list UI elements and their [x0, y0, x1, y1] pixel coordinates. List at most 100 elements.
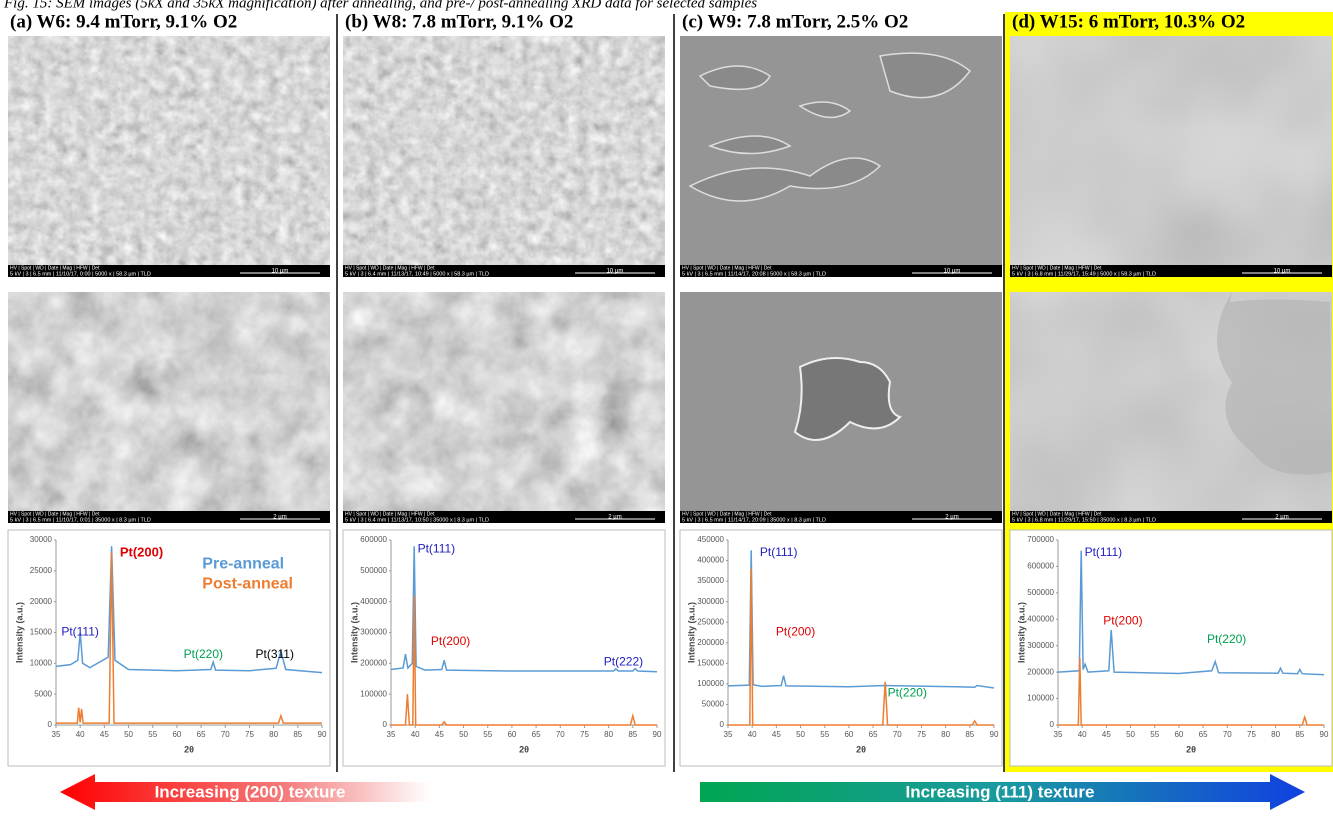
- scale-label: 10 µm: [944, 269, 961, 275]
- peak-label: Pt(311): [256, 647, 294, 661]
- x-tick-label: 75: [245, 730, 254, 739]
- x-tick-label: 50: [459, 730, 468, 739]
- y-tick-label: 25000: [30, 566, 53, 575]
- y-tick-label: 0: [383, 720, 388, 729]
- page: {"caption": "Fig. 15: SEM images (5kX an…: [0, 0, 1333, 811]
- x-axis-label: 2θ: [519, 744, 529, 754]
- y-tick-label: 50000: [702, 700, 725, 709]
- panel-header: (a) W6: 9.4 mTorr, 9.1% O2: [10, 11, 237, 32]
- x-tick-label: 35: [52, 730, 61, 739]
- sem-info-header: HV | Spot | WD | Date | Mag | HFW | Det: [345, 265, 435, 271]
- y-axis-label: Intensity (a.u.): [14, 602, 24, 663]
- x-tick-label: 90: [990, 730, 999, 739]
- x-tick-label: 40: [76, 730, 85, 739]
- y-tick-label: 0: [48, 720, 53, 729]
- sem-info: 5 kV | 3 | 6.8 mm | 11/29/17, 15:49 | 50…: [1012, 271, 1156, 277]
- sem-info: 5 kV | 3 | 6.5 mm | 11/10/17, 0:01 | 350…: [10, 517, 151, 523]
- x-tick-label: 60: [1174, 730, 1183, 739]
- arrow-label: Increasing (200) texture: [155, 782, 346, 801]
- x-axis-label: 2θ: [1186, 744, 1196, 754]
- sem-info: 5 kV | 3 | 6.4 mm | 11/13/17, 10:50 | 35…: [345, 517, 489, 523]
- x-tick-label: 50: [1126, 730, 1135, 739]
- y-tick-label: 200000: [360, 658, 387, 667]
- peak-label: Pt(222): [604, 654, 643, 668]
- sem-image: [343, 292, 665, 511]
- y-tick-label: 600000: [1027, 562, 1054, 571]
- panel-header: (c) W9: 7.8 mTorr, 2.5% O2: [682, 11, 908, 32]
- y-tick-label: 500000: [1027, 588, 1054, 597]
- x-tick-label: 85: [293, 730, 302, 739]
- x-tick-label: 55: [148, 730, 157, 739]
- sem-info: 5 kV | 3 | 6.5 mm | 11/14/17, 20:09 | 35…: [682, 517, 826, 523]
- y-tick-label: 400000: [360, 597, 387, 606]
- x-axis-label: 2θ: [184, 744, 194, 754]
- x-tick-label: 75: [917, 730, 926, 739]
- y-tick-label: 500000: [360, 566, 387, 575]
- x-tick-label: 40: [748, 730, 757, 739]
- sem-info: 5 kV | 3 | 6.4 mm | 11/13/17, 10:49 | 50…: [345, 271, 489, 277]
- x-tick-label: 35: [724, 730, 733, 739]
- x-tick-label: 50: [796, 730, 805, 739]
- peak-label: Pt(220): [184, 647, 223, 661]
- sem-image: [343, 36, 665, 265]
- x-tick-label: 80: [604, 730, 613, 739]
- y-axis-label: Intensity (a.u.): [1016, 602, 1026, 663]
- peak-label: Pt(220): [888, 686, 927, 700]
- x-tick-label: 35: [387, 730, 396, 739]
- sem-info-header: HV | Spot | WD | Date | Mag | HFW | Det: [10, 511, 100, 517]
- scale-label: 2 µm: [608, 515, 621, 521]
- panel-header: (d) W15: 6 mTorr, 10.3% O2: [1012, 11, 1245, 32]
- peak-label: Pt(111): [1085, 545, 1123, 559]
- y-tick-label: 300000: [697, 597, 724, 606]
- panel: (b) W8: 7.8 mTorr, 9.1% O2 HV | Spot | WD…: [337, 11, 665, 772]
- y-tick-label: 20000: [30, 597, 53, 606]
- scale-label: 10 µm: [607, 269, 624, 275]
- sem-info-header: HV | Spot | WD | Date | Mag | HFW | Det: [1012, 265, 1102, 271]
- x-tick-label: 70: [221, 730, 230, 739]
- y-tick-label: 15000: [30, 628, 53, 637]
- peak-label: Pt(111): [61, 625, 99, 639]
- x-tick-label: 45: [100, 730, 109, 739]
- scale-label: 2 µm: [1275, 515, 1288, 521]
- x-tick-label: 65: [869, 730, 878, 739]
- arrow-label: Increasing (111) texture: [906, 782, 1095, 801]
- peak-label: Post-anneal: [202, 576, 293, 593]
- scale-label: 2 µm: [945, 515, 958, 521]
- y-tick-label: 150000: [697, 658, 724, 667]
- y-tick-label: 5000: [34, 689, 52, 698]
- peak-label: Pt(200): [1103, 614, 1142, 628]
- sem-image: [8, 36, 330, 265]
- sem-info: 5 kV | 3 | 6.8 mm | 11/29/17, 15:50 | 35…: [1012, 517, 1156, 523]
- y-tick-label: 300000: [1027, 641, 1054, 650]
- x-tick-label: 45: [772, 730, 781, 739]
- panel-header: (b) W8: 7.8 mTorr, 9.1% O2: [345, 11, 573, 32]
- x-tick-label: 55: [483, 730, 492, 739]
- peak-label: Pre-anneal: [202, 555, 284, 572]
- y-tick-label: 450000: [697, 535, 724, 544]
- x-tick-label: 90: [1320, 730, 1329, 739]
- caption: Fig. 15: SEM images (5kX and 35kX magnif…: [3, 0, 757, 11]
- x-tick-label: 60: [172, 730, 181, 739]
- x-tick-label: 80: [941, 730, 950, 739]
- x-tick-label: 85: [628, 730, 637, 739]
- y-tick-label: 250000: [697, 617, 724, 626]
- y-tick-label: 0: [720, 720, 725, 729]
- x-tick-label: 85: [965, 730, 974, 739]
- panel: (a) W6: 9.4 mTorr, 9.1% O2 HV | Spot | WD…: [8, 11, 330, 766]
- y-tick-label: 200000: [697, 638, 724, 647]
- panel: (d) W15: 6 mTorr, 10.3% O2 HV | Spot | WD…: [1004, 11, 1333, 772]
- x-tick-label: 55: [1150, 730, 1159, 739]
- y-tick-label: 30000: [30, 535, 53, 544]
- x-tick-label: 35: [1054, 730, 1063, 739]
- scale-label: 10 µm: [1274, 269, 1291, 275]
- y-tick-label: 0: [1050, 720, 1055, 729]
- y-tick-label: 400000: [1027, 614, 1054, 623]
- x-tick-label: 45: [435, 730, 444, 739]
- x-tick-label: 65: [197, 730, 206, 739]
- x-tick-label: 80: [1271, 730, 1280, 739]
- x-tick-label: 70: [1223, 730, 1232, 739]
- y-tick-label: 10000: [30, 658, 53, 667]
- x-tick-label: 90: [318, 730, 327, 739]
- sem-image: [1010, 36, 1332, 265]
